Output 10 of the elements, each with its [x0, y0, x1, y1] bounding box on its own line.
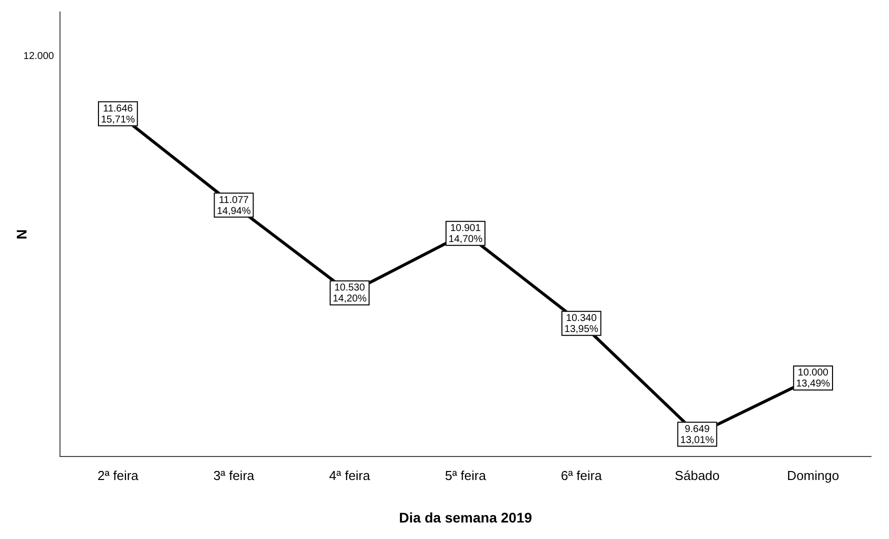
x-tick-label: 5ª feira [445, 468, 487, 483]
text: 12.000 [23, 50, 54, 62]
x-tick-label: 4ª feira [329, 468, 371, 483]
x-tick-label: 3ª feira [213, 468, 256, 483]
x-tick-label: 2ª feira [97, 468, 140, 483]
x-tick-label: Domingo [787, 468, 840, 483]
x-axis-title: Dia da semana 2019 [398, 509, 532, 526]
x-tick-label: Sábado [674, 468, 720, 483]
y-axis-title: N [13, 229, 30, 240]
x-tick-label: 6ª feira [560, 468, 603, 483]
